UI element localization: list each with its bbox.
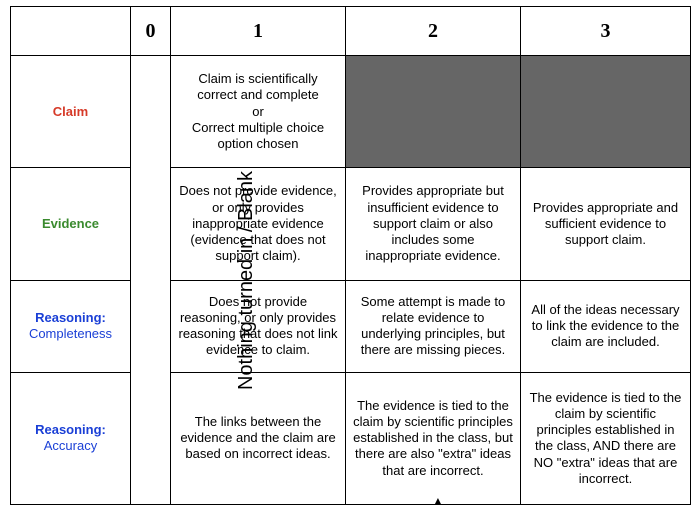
header-blank bbox=[11, 7, 131, 56]
row-evidence: Evidence Does not provide evidence, or o… bbox=[11, 168, 691, 280]
row-evidence-label-text: Evidence bbox=[17, 216, 124, 232]
row-reasoning-accuracy-main: Reasoning: bbox=[17, 422, 124, 438]
row-evidence-label: Evidence bbox=[11, 168, 131, 280]
row-claim-label: Claim bbox=[11, 56, 131, 168]
cell-claim-1: Claim is scientifically correct and comp… bbox=[171, 56, 346, 168]
header-score-0: 0 bbox=[131, 7, 171, 56]
cell-reasoning-completeness-3: All of the ideas necessary to link the e… bbox=[521, 280, 691, 372]
cell-claim-2-shaded bbox=[346, 56, 521, 168]
row-claim-label-text: Claim bbox=[17, 104, 124, 120]
rubric-table: 0 1 2 3 Claim Nothing turned in / Blank … bbox=[10, 6, 691, 505]
cell-evidence-3: Provides appropriate and sufficient evid… bbox=[521, 168, 691, 280]
zero-column-merged: Nothing turned in / Blank bbox=[131, 56, 171, 505]
header-score-1: 1 bbox=[171, 7, 346, 56]
cell-claim-3-shaded bbox=[521, 56, 691, 168]
cell-evidence-2: Provides appropriate but insufficient ev… bbox=[346, 168, 521, 280]
cell-reasoning-accuracy-2: The evidence is tied to the claim by sci… bbox=[346, 372, 521, 504]
header-row: 0 1 2 3 bbox=[11, 7, 691, 56]
row-reasoning-completeness-main: Reasoning: bbox=[17, 310, 124, 326]
cell-reasoning-accuracy-1: The links between the evidence and the c… bbox=[171, 372, 346, 504]
header-score-2: 2 bbox=[346, 7, 521, 56]
rubric-page: 0 1 2 3 Claim Nothing turned in / Blank … bbox=[0, 0, 700, 511]
row-reasoning-completeness-sub: Completeness bbox=[17, 326, 124, 342]
row-reasoning-accuracy-sub: Accuracy bbox=[17, 438, 124, 454]
row-reasoning-completeness: Reasoning: Completeness Does not provide… bbox=[11, 280, 691, 372]
zero-column-label: Nothing turned in / Blank bbox=[234, 170, 259, 389]
header-score-3: 3 bbox=[521, 7, 691, 56]
row-reasoning-accuracy: Reasoning: Accuracy The links between th… bbox=[11, 372, 691, 504]
row-reasoning-accuracy-label: Reasoning: Accuracy bbox=[11, 372, 131, 504]
cell-reasoning-completeness-2: Some attempt is made to relate evidence … bbox=[346, 280, 521, 372]
row-reasoning-completeness-label: Reasoning: Completeness bbox=[11, 280, 131, 372]
cell-reasoning-accuracy-3: The evidence is tied to the claim by sci… bbox=[521, 372, 691, 504]
row-claim: Claim Nothing turned in / Blank Claim is… bbox=[11, 56, 691, 168]
